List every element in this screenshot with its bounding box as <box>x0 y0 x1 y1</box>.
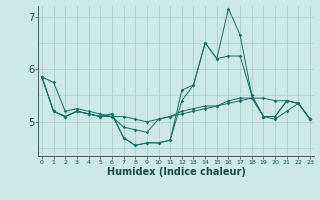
X-axis label: Humidex (Indice chaleur): Humidex (Indice chaleur) <box>107 167 245 177</box>
